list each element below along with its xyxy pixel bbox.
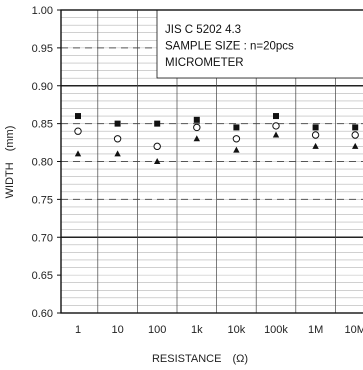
x-tick-label: 100k (264, 324, 288, 336)
y-tick-label: 0.75 (32, 194, 53, 206)
y-tick-label: 0.65 (32, 270, 53, 282)
circle-marker (311, 131, 320, 139)
square-marker (114, 120, 121, 127)
x-tick-label: 10 (111, 324, 123, 336)
circle-marker (113, 135, 122, 143)
y-tick-label: 0.80 (32, 157, 53, 169)
triangle-marker (154, 158, 161, 164)
x-axis-title: RESISTANCE (Ω) (152, 353, 248, 365)
annotation-line-3: MICROMETER (165, 57, 244, 69)
y-tick-label: 0.95 (32, 43, 53, 55)
x-tick-label: 1 (75, 324, 81, 336)
triangle-marker (193, 135, 200, 142)
square-marker (75, 113, 81, 120)
data-markers (74, 113, 359, 164)
x-tick-label: 1M (308, 324, 323, 336)
triangle-marker (312, 142, 319, 149)
y-tick-label: 0.70 (32, 232, 53, 244)
square-marker (273, 113, 279, 120)
x-tick-label: 100 (148, 324, 166, 336)
triangle-marker (272, 131, 280, 138)
x-tick-label: 10k (228, 324, 246, 336)
square-marker (233, 124, 240, 131)
y-tick-label: 0.60 (32, 308, 53, 320)
square-marker (154, 120, 161, 127)
y-tick-label: 0.85 (32, 119, 53, 131)
circle-marker (351, 131, 359, 139)
y-axis-title: WIDTH (mm) (4, 126, 16, 199)
annotation-box (156, 9, 363, 79)
square-marker (352, 124, 359, 131)
circle-marker (193, 123, 201, 132)
y-tick-label: 0.90 (32, 81, 53, 93)
circle-marker (153, 142, 161, 151)
annotation-line-2: SAMPLE SIZE : n=20pcs (165, 41, 294, 53)
circle-marker (232, 135, 241, 143)
triangle-marker (352, 142, 359, 149)
x-tick-labels: 1 10 100 1k 10k 100k 1M 10M (75, 324, 363, 336)
x-tick-label: 1k (191, 324, 203, 336)
triangle-marker (74, 150, 82, 157)
circle-marker (272, 122, 280, 130)
annotation-line-1: JIS C 5202 4.3 (165, 24, 241, 36)
triangle-marker (114, 150, 121, 157)
square-marker (312, 124, 319, 131)
x-tick-label: 10M (344, 324, 363, 336)
triangle-marker (233, 146, 240, 153)
square-marker (193, 116, 200, 123)
y-tick-label: 1.00 (32, 5, 53, 17)
y-tick-labels: 0.60 0.65 0.70 0.75 0.80 0.85 0.90 0.95 1.00 (32, 5, 61, 320)
circle-marker (74, 127, 82, 135)
